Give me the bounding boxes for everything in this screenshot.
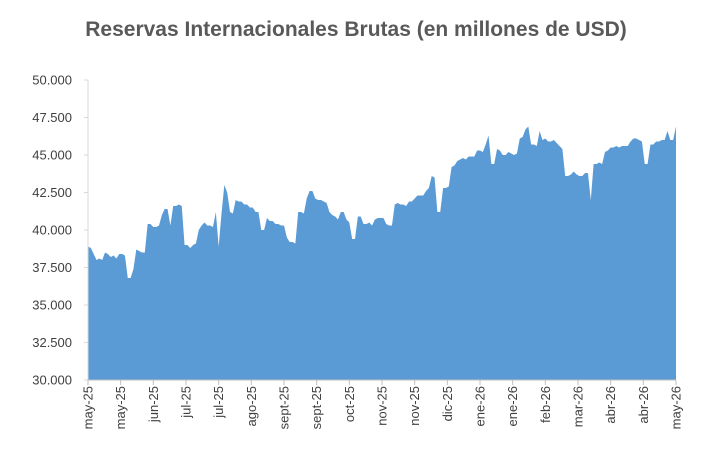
x-tick-label: dic-25	[440, 386, 455, 421]
y-tick-label: 40.000	[32, 223, 72, 238]
y-tick-label: 42.500	[32, 185, 72, 200]
x-tick-label: abr-26	[603, 386, 618, 424]
x-tick-label: nov-25	[407, 386, 422, 426]
x-tick-label: jun-25	[146, 386, 161, 423]
chart-title: Reservas Internacionales Brutas (en mill…	[85, 18, 627, 41]
x-tick-label: jul-25	[179, 386, 194, 419]
x-tick-label: jul-25	[211, 386, 226, 419]
x-tick-label: may-25	[113, 386, 128, 429]
x-tick-label: sept-25	[277, 386, 292, 429]
y-tick-label: 45.000	[32, 148, 72, 163]
x-tick-label: feb-26	[538, 386, 553, 423]
y-tick-label: 37.500	[32, 260, 72, 275]
x-tick-label: oct-25	[342, 386, 357, 422]
x-tick-label: ene-26	[473, 386, 488, 426]
x-tick-label: may-25	[81, 386, 96, 429]
x-tick-label: abr-26	[636, 386, 651, 424]
y-tick-label: 50.000	[32, 73, 72, 88]
x-tick-label: nov-25	[375, 386, 390, 426]
x-tick-label: ago-25	[244, 386, 259, 426]
x-tick-label: mar-26	[571, 386, 586, 427]
y-tick-label: 35.000	[32, 298, 72, 313]
y-tick-label: 30.000	[32, 373, 72, 388]
series-area	[88, 126, 676, 380]
y-tick-label: 47.500	[32, 110, 72, 125]
x-tick-label: may-26	[669, 386, 684, 429]
x-tick-label: ene-26	[505, 386, 520, 426]
y-tick-label: 32.500	[32, 335, 72, 350]
x-tick-label: sept-25	[309, 386, 324, 429]
